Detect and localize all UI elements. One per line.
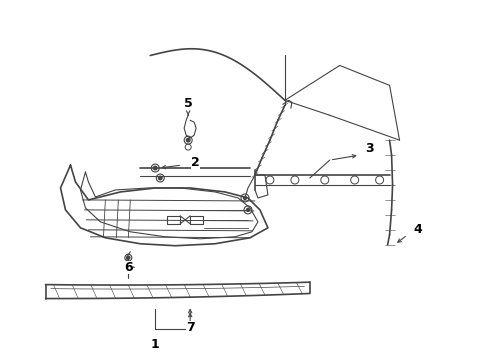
Circle shape bbox=[246, 208, 249, 211]
Text: 4: 4 bbox=[412, 223, 421, 236]
Circle shape bbox=[126, 256, 129, 259]
Text: 5: 5 bbox=[183, 97, 192, 110]
Text: 1: 1 bbox=[151, 338, 159, 351]
Circle shape bbox=[243, 197, 246, 199]
Text: 6: 6 bbox=[124, 261, 132, 274]
Circle shape bbox=[153, 166, 157, 170]
Circle shape bbox=[186, 138, 189, 142]
Text: 3: 3 bbox=[365, 141, 373, 155]
Text: 7: 7 bbox=[185, 321, 194, 334]
Text: 2: 2 bbox=[190, 156, 199, 168]
Circle shape bbox=[158, 176, 162, 180]
